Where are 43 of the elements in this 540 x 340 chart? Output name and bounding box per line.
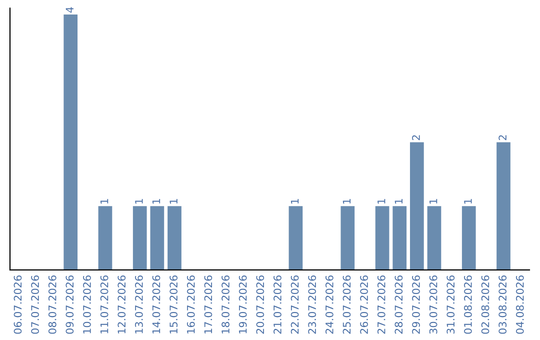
data-label: 4 xyxy=(66,7,74,13)
x-tick-label: 09.07.2026 xyxy=(66,275,74,334)
x-tick-label: 16.07.2026 xyxy=(186,275,195,334)
data-label: 1 xyxy=(342,199,351,204)
data-label: 1 xyxy=(464,199,472,204)
x-tick-label: 04.08.2026 xyxy=(516,275,524,334)
x-tick-label: 06.07.2026 xyxy=(14,275,22,334)
data-label: 1 xyxy=(290,199,299,204)
x-tick-label: 15.07.2026 xyxy=(170,275,178,334)
x-tick-label: 10.07.2026 xyxy=(83,275,91,334)
x-tick-label: 25.07.2026 xyxy=(342,275,351,334)
x-tick-label: 07.07.2026 xyxy=(31,275,39,334)
x-tick-label: 12.07.2026 xyxy=(118,275,126,334)
x-tick-label: 24.07.2026 xyxy=(325,275,334,334)
x-tick-label: 29.07.2026 xyxy=(412,275,420,334)
x-tick-label: 27.07.2026 xyxy=(377,275,386,334)
x-tick-label: 18.07.2026 xyxy=(222,275,230,334)
x-tick-label: 17.07.2026 xyxy=(204,275,212,334)
data-label: 2 xyxy=(412,135,420,140)
data-label: 1 xyxy=(152,199,160,204)
data-label: 1 xyxy=(430,199,438,204)
x-tick-label: 14.07.2026 xyxy=(152,275,160,334)
x-tick-label: 03.08.2026 xyxy=(498,275,507,334)
x-tick-label: 20.07.2026 xyxy=(256,275,264,334)
x-tick-label: 23.07.2026 xyxy=(308,275,316,334)
data-label: 2 xyxy=(498,135,506,140)
data-label: 1 xyxy=(394,199,402,204)
x-tick-label: 28.07.2026 xyxy=(394,275,403,334)
x-tick-label: 02.08.2026 xyxy=(481,275,490,334)
x-tick-label: 19.07.2026 xyxy=(238,275,247,334)
data-label: 1 xyxy=(100,199,108,204)
x-tick-label: 13.07.2026 xyxy=(135,275,143,334)
x-tick-label: 22.07.2026 xyxy=(290,275,299,334)
x-tick-label: 21.07.2026 xyxy=(274,275,282,334)
data-label: 1 xyxy=(378,199,386,204)
x-tick-label: 11.07.2026 xyxy=(100,275,108,334)
data-label: 1 xyxy=(170,199,178,204)
x-tick-label: 26.07.2026 xyxy=(360,275,368,334)
x-tick-label: 30.07.2026 xyxy=(429,275,438,334)
x-tick-label: 01.08.2026 xyxy=(464,275,472,334)
data-label: 1 xyxy=(135,199,143,204)
x-tick-label: 08.07.2026 xyxy=(48,275,56,334)
x-tick-label: 31.07.2026 xyxy=(446,275,455,334)
